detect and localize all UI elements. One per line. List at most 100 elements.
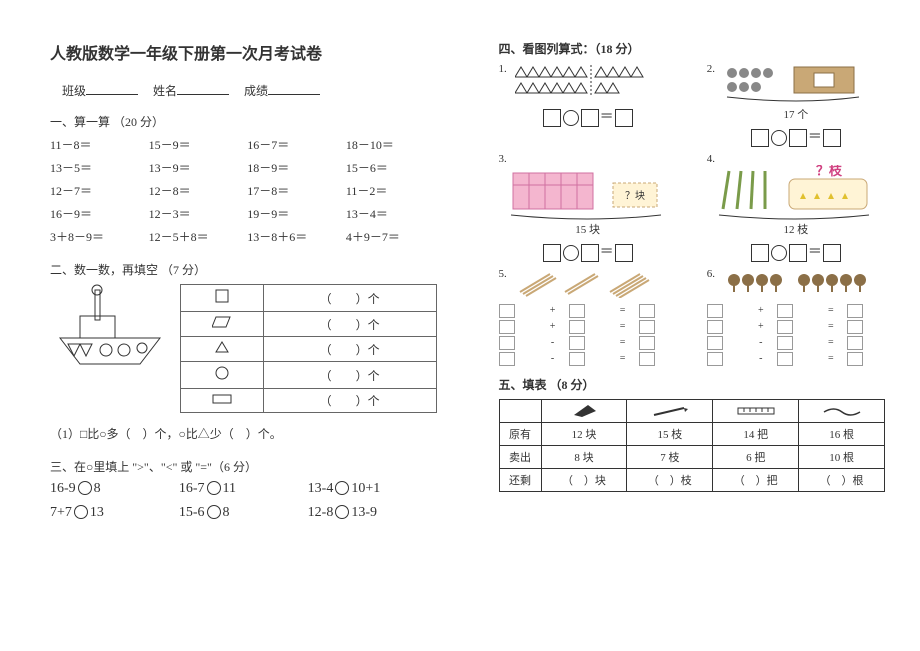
equation-3[interactable]: ＝ xyxy=(499,241,677,262)
label-12: 12 枝 xyxy=(707,221,885,237)
score-blank[interactable] xyxy=(268,83,320,95)
compare-grid: 16-98 16-711 13-410+1 7+713 15-68 12-813… xyxy=(50,481,437,521)
count-cell[interactable]: （ ）个 xyxy=(263,312,436,337)
q4-item-1: 1. ＝ xyxy=(499,63,677,127)
cell: 12 块 xyxy=(541,422,627,445)
compare-item[interactable]: 13-410+1 xyxy=(308,481,437,497)
count-cell[interactable]: （ ）个 xyxy=(263,389,436,413)
pencils-figure: ？枝 xyxy=(707,165,885,221)
q4-item-6: 6. xyxy=(707,268,885,366)
section-2-content: （ ）个 （ ）个 （ ）个 （ ）个 （ ）个 xyxy=(50,284,437,413)
ruler-icon xyxy=(713,399,799,422)
arith-item: 18－9＝ xyxy=(247,159,338,176)
compare-item[interactable]: 16-711 xyxy=(179,481,308,497)
name-blank[interactable] xyxy=(177,83,229,95)
rope-icon xyxy=(799,399,885,422)
class-label: 班级 xyxy=(62,82,86,99)
trees-figure xyxy=(724,268,874,298)
cell: 10 根 xyxy=(799,445,885,468)
section-2-sub[interactable]: （1）□比○多（ ）个，○比△少（ ）个。 xyxy=(50,425,437,442)
arith-item: 11－2＝ xyxy=(346,182,437,199)
arith-item: 11－8＝ xyxy=(50,136,141,153)
info-line: 班级 姓名 成绩 xyxy=(50,82,437,99)
equation-1[interactable]: ＝ xyxy=(499,106,677,127)
cell: 16 根 xyxy=(799,422,885,445)
left-column: 人教版数学一年级下册第一次月考试卷 班级 姓名 成绩 一、算一算 （20 分） … xyxy=(50,40,443,631)
arith-item: 19－9＝ xyxy=(247,205,338,222)
cell: 8 块 xyxy=(541,445,627,468)
row-label: 还剩 xyxy=(499,468,541,491)
arith-item: 12－8＝ xyxy=(149,182,240,199)
compare-item[interactable]: 7+713 xyxy=(50,505,179,521)
compare-item[interactable]: 12-813-9 xyxy=(308,505,437,521)
shape-cell xyxy=(181,285,264,312)
score-label: 成绩 xyxy=(244,82,268,99)
cell[interactable]: （ ）把 xyxy=(713,468,799,491)
count-cell[interactable]: （ ）个 xyxy=(263,337,436,362)
cell[interactable]: （ ）枝 xyxy=(627,468,713,491)
arith-item: 15－9＝ xyxy=(149,136,240,153)
cell: 15 枝 xyxy=(627,422,713,445)
shape-cell xyxy=(181,337,264,362)
cell[interactable]: （ ）根 xyxy=(799,468,885,491)
label-15: 15 块 xyxy=(499,221,677,237)
count-cell[interactable]: （ ）个 xyxy=(263,362,436,389)
section-1-heading: 一、算一算 （20 分） xyxy=(50,113,437,130)
arith-item: 13－4＝ xyxy=(346,205,437,222)
shape-cell xyxy=(181,362,264,389)
balls-box-figure xyxy=(724,63,874,103)
row-label: 原有 xyxy=(499,422,541,445)
arith-item: 12－5＋8＝ xyxy=(149,228,240,245)
right-column: 四、看图列算式：（18 分） 1. ＝ 2. xyxy=(493,40,886,631)
row-label: 卖出 xyxy=(499,445,541,468)
boat-figure xyxy=(50,284,170,388)
arith-item: 17－8＝ xyxy=(247,182,338,199)
shapes-table: （ ）个 （ ）个 （ ）个 （ ）个 （ ）个 xyxy=(180,284,437,413)
triangles-figure xyxy=(515,63,655,99)
svg-text:？块: ？块 xyxy=(625,190,645,202)
mini-equations-5[interactable]: += += -= -= xyxy=(499,304,677,366)
arith-item: 3＋8－9＝ xyxy=(50,228,141,245)
arith-item: 15－6＝ xyxy=(346,159,437,176)
compare-item[interactable]: 15-68 xyxy=(179,505,308,521)
arith-item: 13－5＝ xyxy=(50,159,141,176)
section-2-heading: 二、数一数，再填空 （7 分） xyxy=(50,261,437,278)
q4-item-2: 2. 17 个 ＝ xyxy=(707,63,885,147)
arith-item: 16－7＝ xyxy=(247,136,338,153)
q4-item-5: 5. += += -= -= xyxy=(499,268,677,366)
svg-text:？枝: ？枝 xyxy=(816,165,843,178)
equation-4[interactable]: ＝ xyxy=(707,241,885,262)
q4-item-4: 4. ？枝 12 枝 ＝ xyxy=(707,153,885,262)
exam-title: 人教版数学一年级下册第一次月考试卷 xyxy=(50,40,437,64)
cell[interactable]: （ ）块 xyxy=(541,468,627,491)
mini-equations-6[interactable]: += += -= -= xyxy=(707,304,885,366)
arith-item: 16－9＝ xyxy=(50,205,141,222)
cell: 7 枝 xyxy=(627,445,713,468)
arith-item: 13－9＝ xyxy=(149,159,240,176)
cell: 6 把 xyxy=(713,445,799,468)
count-cell[interactable]: （ ）个 xyxy=(263,285,436,312)
compare-item[interactable]: 16-98 xyxy=(50,481,179,497)
arith-item: 12－7＝ xyxy=(50,182,141,199)
arith-item: 12－3＝ xyxy=(149,205,240,222)
equation-2[interactable]: ＝ xyxy=(707,126,885,147)
shape-cell xyxy=(181,389,264,413)
sticks-figure xyxy=(515,268,665,298)
label-17: 17 个 xyxy=(707,106,885,122)
fill-table: 原有 12 块 15 枝 14 把 16 根 卖出 8 块 7 枝 6 把 10… xyxy=(499,399,886,492)
q4-item-3: 3. ？块 15 块 ＝ xyxy=(499,153,677,262)
pencil-icon xyxy=(627,399,713,422)
section-5-heading: 五、填表 （8 分） xyxy=(499,376,886,393)
q4-row-1: 1. ＝ 2. xyxy=(499,63,886,147)
class-blank[interactable] xyxy=(86,83,138,95)
blocks-figure: ？块 xyxy=(499,165,677,221)
q4-row-2: 3. ？块 15 块 ＝ 4. xyxy=(499,153,886,262)
q4-row-3: 5. += += -= -= 6. xyxy=(499,268,886,366)
shape-cell xyxy=(181,312,264,337)
arith-item: 18－10＝ xyxy=(346,136,437,153)
name-label: 姓名 xyxy=(153,82,177,99)
arith-item: 4＋9－7＝ xyxy=(346,228,437,245)
section-3-heading: 三、在○里填上 ">"、"<" 或 "="（6 分） xyxy=(50,458,437,475)
arith-item: 13－8＋6＝ xyxy=(247,228,338,245)
eraser-icon xyxy=(541,399,627,422)
